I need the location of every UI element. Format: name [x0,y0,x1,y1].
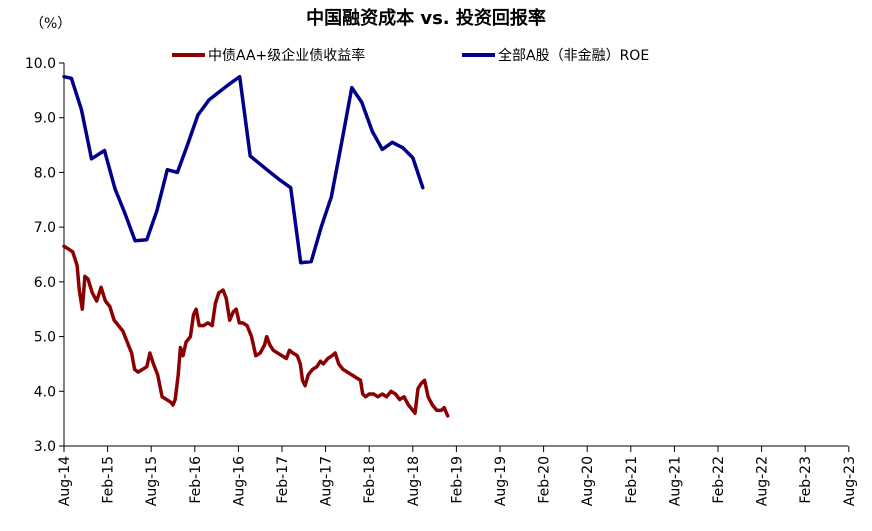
chart-title: 中国融资成本 vs. 投资回报率 [306,7,546,29]
x-tick-label: Aug-17 [319,456,335,506]
y-unit-label: （%） [30,16,71,32]
series-line-bond-yield [62,244,450,418]
y-tick-label: 10.0 [25,56,56,72]
x-tick-label: Feb-20 [537,456,553,504]
x-tick-label: Feb-15 [101,456,117,504]
legend: 中债AA+级企业债收益率 全部A股（非金融）ROE [172,47,649,64]
x-tick-label: Aug-21 [667,456,683,506]
x-tick-label: Aug-18 [406,456,422,506]
series-line-roe [62,74,425,265]
x-tick-label: Feb-21 [624,456,640,504]
x-tick-label: Aug-23 [842,456,858,506]
series-lines [62,74,450,418]
x-tick-label: Aug-15 [144,456,160,506]
x-tick-label: Aug-20 [580,456,596,506]
x-tick-label: Feb-18 [362,456,378,504]
legend-label-bond-yield: 中债AA+级企业债收益率 [208,47,365,64]
y-tick-label: 7.0 [34,220,56,236]
y-tick-label: 9.0 [34,111,56,127]
x-tick-label: Aug-22 [755,456,771,506]
y-tick-label: 3.0 [34,439,56,455]
legend-label-roe: 全部A股（非金融）ROE [498,47,649,64]
x-tick-label: Aug-16 [231,456,247,506]
x-ticks: Aug-14 Feb-15 Aug-15 Feb-16 Aug-16 Feb-17 Aug-… [57,446,858,506]
y-ticks: 3.0 4.0 5.0 6.0 7.0 8.0 9.0 10.0 [25,56,64,455]
x-tick-label: Aug-14 [57,456,73,506]
y-tick-label: 6.0 [34,275,56,291]
y-tick-label: 8.0 [34,165,56,181]
y-tick-label: 5.0 [34,330,56,346]
x-tick-label: Aug-19 [493,456,509,506]
x-tick-label: Feb-17 [275,456,291,504]
x-tick-label: Feb-22 [711,456,727,504]
x-tick-label: Feb-23 [798,456,814,504]
x-tick-label: Feb-16 [188,456,204,504]
x-tick-label: Feb-19 [449,456,465,504]
y-tick-label: 4.0 [34,384,56,400]
